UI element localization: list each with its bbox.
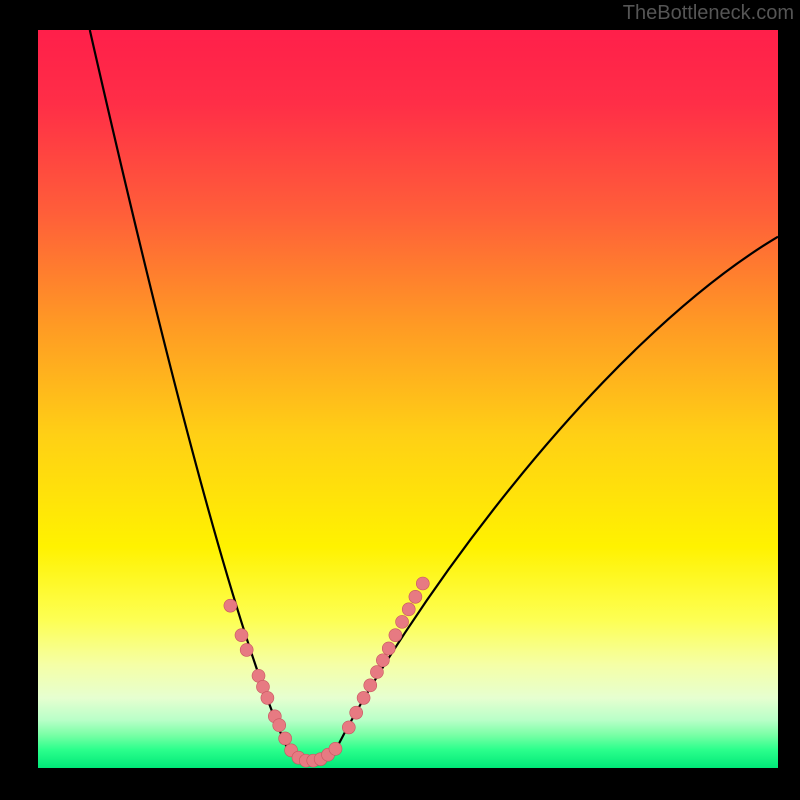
data-marker [279,732,292,745]
watermark-text: TheBottleneck.com [623,2,794,25]
data-marker [402,603,415,616]
data-marker [396,615,409,628]
data-marker [364,679,377,692]
data-marker [273,719,286,732]
data-marker [235,629,248,642]
data-marker [261,691,274,704]
data-marker [409,590,422,603]
data-marker [350,706,363,719]
chart-root: TheBottleneck.com [0,0,800,800]
data-marker [382,642,395,655]
data-marker [342,721,355,734]
data-marker [329,742,342,755]
data-marker [389,629,402,642]
data-marker [370,666,383,679]
plot-background [38,30,778,768]
data-marker [357,691,370,704]
data-marker [240,643,253,656]
bottleneck-chart [0,0,800,800]
data-marker [416,577,429,590]
data-marker [224,599,237,612]
data-marker [376,654,389,667]
